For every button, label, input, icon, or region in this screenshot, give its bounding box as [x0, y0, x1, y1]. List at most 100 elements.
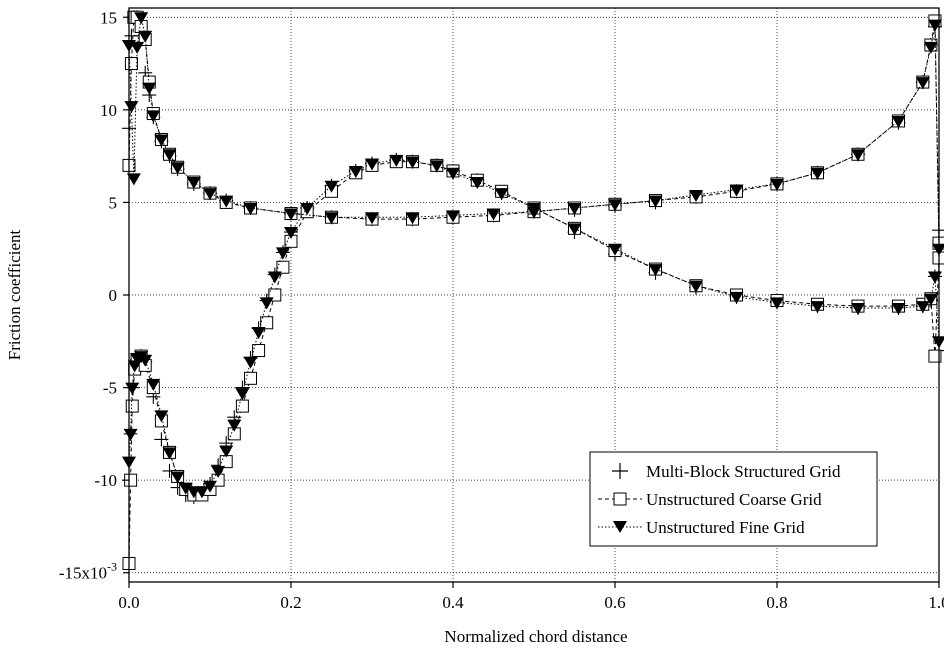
series-2-point — [932, 336, 944, 349]
series-1-line-0 — [128, 16, 940, 244]
series-2-point — [770, 297, 784, 310]
series-2-point — [486, 208, 501, 221]
legend: Multi-Block Structured Grid Unstructured… — [589, 451, 878, 547]
series-2-point — [608, 243, 622, 256]
y-tick-label: 5 — [109, 193, 118, 212]
legend-label-fine: Unstructured Fine Grid — [646, 518, 805, 537]
legend-plus-marker — [612, 463, 628, 479]
legend-entry-fine: Unstructured Fine Grid — [598, 518, 805, 537]
series-2-point — [729, 184, 744, 197]
series-2-point — [729, 291, 744, 304]
series-2-point — [429, 160, 444, 173]
series-2-point — [405, 156, 420, 169]
y-axis-label-group: Friction coefficient — [5, 230, 24, 361]
x-tick-label: 0.0 — [118, 593, 139, 612]
series-2-point — [142, 82, 157, 95]
series-2-point — [219, 445, 234, 458]
x-tick-label: 0.6 — [604, 593, 625, 612]
y-tick-label: 15 — [100, 8, 117, 27]
series-2-point — [446, 210, 460, 223]
series-2-point — [123, 428, 138, 441]
series-2-point — [446, 167, 460, 180]
series-2-point — [648, 195, 663, 208]
series-2-point — [130, 41, 145, 54]
series-2-point — [324, 212, 339, 225]
series-2-point — [243, 356, 258, 369]
series-2-point — [348, 165, 363, 178]
series-2-point — [134, 12, 149, 25]
legend-entry-structured: Multi-Block Structured Grid — [612, 462, 841, 481]
series-2-point — [275, 247, 290, 260]
x-tick-label: 1.0 — [928, 593, 944, 612]
x-tick-label: 0.8 — [766, 593, 787, 612]
series-2-point — [915, 301, 930, 314]
y-tick-label: -15x10-3 — [59, 560, 117, 583]
series-2-point — [138, 30, 153, 43]
series-2-point — [891, 302, 906, 315]
series-2-point — [608, 199, 622, 212]
series-2-point — [648, 264, 663, 277]
series-2-point — [186, 177, 201, 190]
series-1-point — [928, 349, 942, 363]
series-2-point — [932, 243, 944, 256]
series-2-point — [138, 354, 153, 367]
series-2-point — [365, 212, 379, 225]
series-2-point — [567, 223, 582, 236]
series-2-point — [124, 101, 139, 114]
y-tick-label: -5 — [103, 379, 117, 398]
series-2-point — [324, 180, 339, 193]
series-2-point — [162, 447, 177, 460]
series-2-point — [770, 178, 784, 191]
x-axis-label: Normalized chord distance — [444, 627, 627, 646]
series-2-point — [203, 480, 217, 493]
series-2-point — [851, 149, 865, 162]
series-2-point — [284, 208, 298, 221]
series-2-point — [300, 202, 315, 215]
series-2-point — [259, 297, 274, 310]
series-2-point — [243, 202, 258, 215]
axis-ticks: 0.0 0.2 0.4 0.6 0.8 1.0 15 10 5 0 -5 -10 -15x10-3 — [59, 8, 944, 612]
series-2-point — [146, 378, 161, 391]
series-2-point — [194, 486, 209, 499]
series-2-point — [810, 301, 825, 314]
x-tick-label: 0.4 — [442, 593, 464, 612]
series-2-point — [211, 465, 226, 478]
series-2-point — [284, 227, 298, 240]
legend-label-coarse: Unstructured Coarse Grid — [646, 490, 822, 509]
series-2-point — [170, 162, 185, 175]
series-1-point — [260, 316, 274, 330]
series-2-point — [689, 190, 703, 203]
series-2-point — [389, 154, 404, 167]
series-2-point — [227, 419, 242, 432]
x-tick-label: 0.2 — [280, 593, 301, 612]
series-2-point — [267, 271, 282, 284]
legend-box — [589, 451, 878, 547]
y-tick-label: 0 — [109, 286, 118, 305]
legend-triangle-marker — [613, 521, 627, 533]
series-2-point — [235, 388, 250, 401]
y-axis-label: Friction coefficient — [5, 230, 24, 361]
series-2-point — [851, 302, 865, 315]
series-2-point — [365, 158, 379, 171]
series-2-point — [567, 202, 582, 215]
series-2-point — [126, 173, 141, 186]
series-2-point — [470, 177, 485, 190]
series-2-point — [154, 134, 169, 147]
legend-entry-coarse: Unstructured Coarse Grid — [598, 490, 822, 509]
legend-square-marker — [613, 492, 627, 506]
series-2-point — [178, 482, 193, 495]
series-2-point — [923, 293, 938, 306]
series-2-point — [494, 188, 509, 201]
series-2-point — [162, 149, 177, 162]
series-1-point — [252, 344, 266, 358]
series-1-point — [124, 57, 138, 71]
y-tick-label: 10 — [100, 101, 117, 120]
series-2-point — [891, 115, 906, 128]
series-2-point — [405, 212, 420, 225]
series-2-point — [923, 41, 938, 54]
series-2 — [122, 12, 944, 499]
series-1-point — [276, 260, 290, 274]
legend-label-structured: Multi-Block Structured Grid — [646, 462, 841, 481]
